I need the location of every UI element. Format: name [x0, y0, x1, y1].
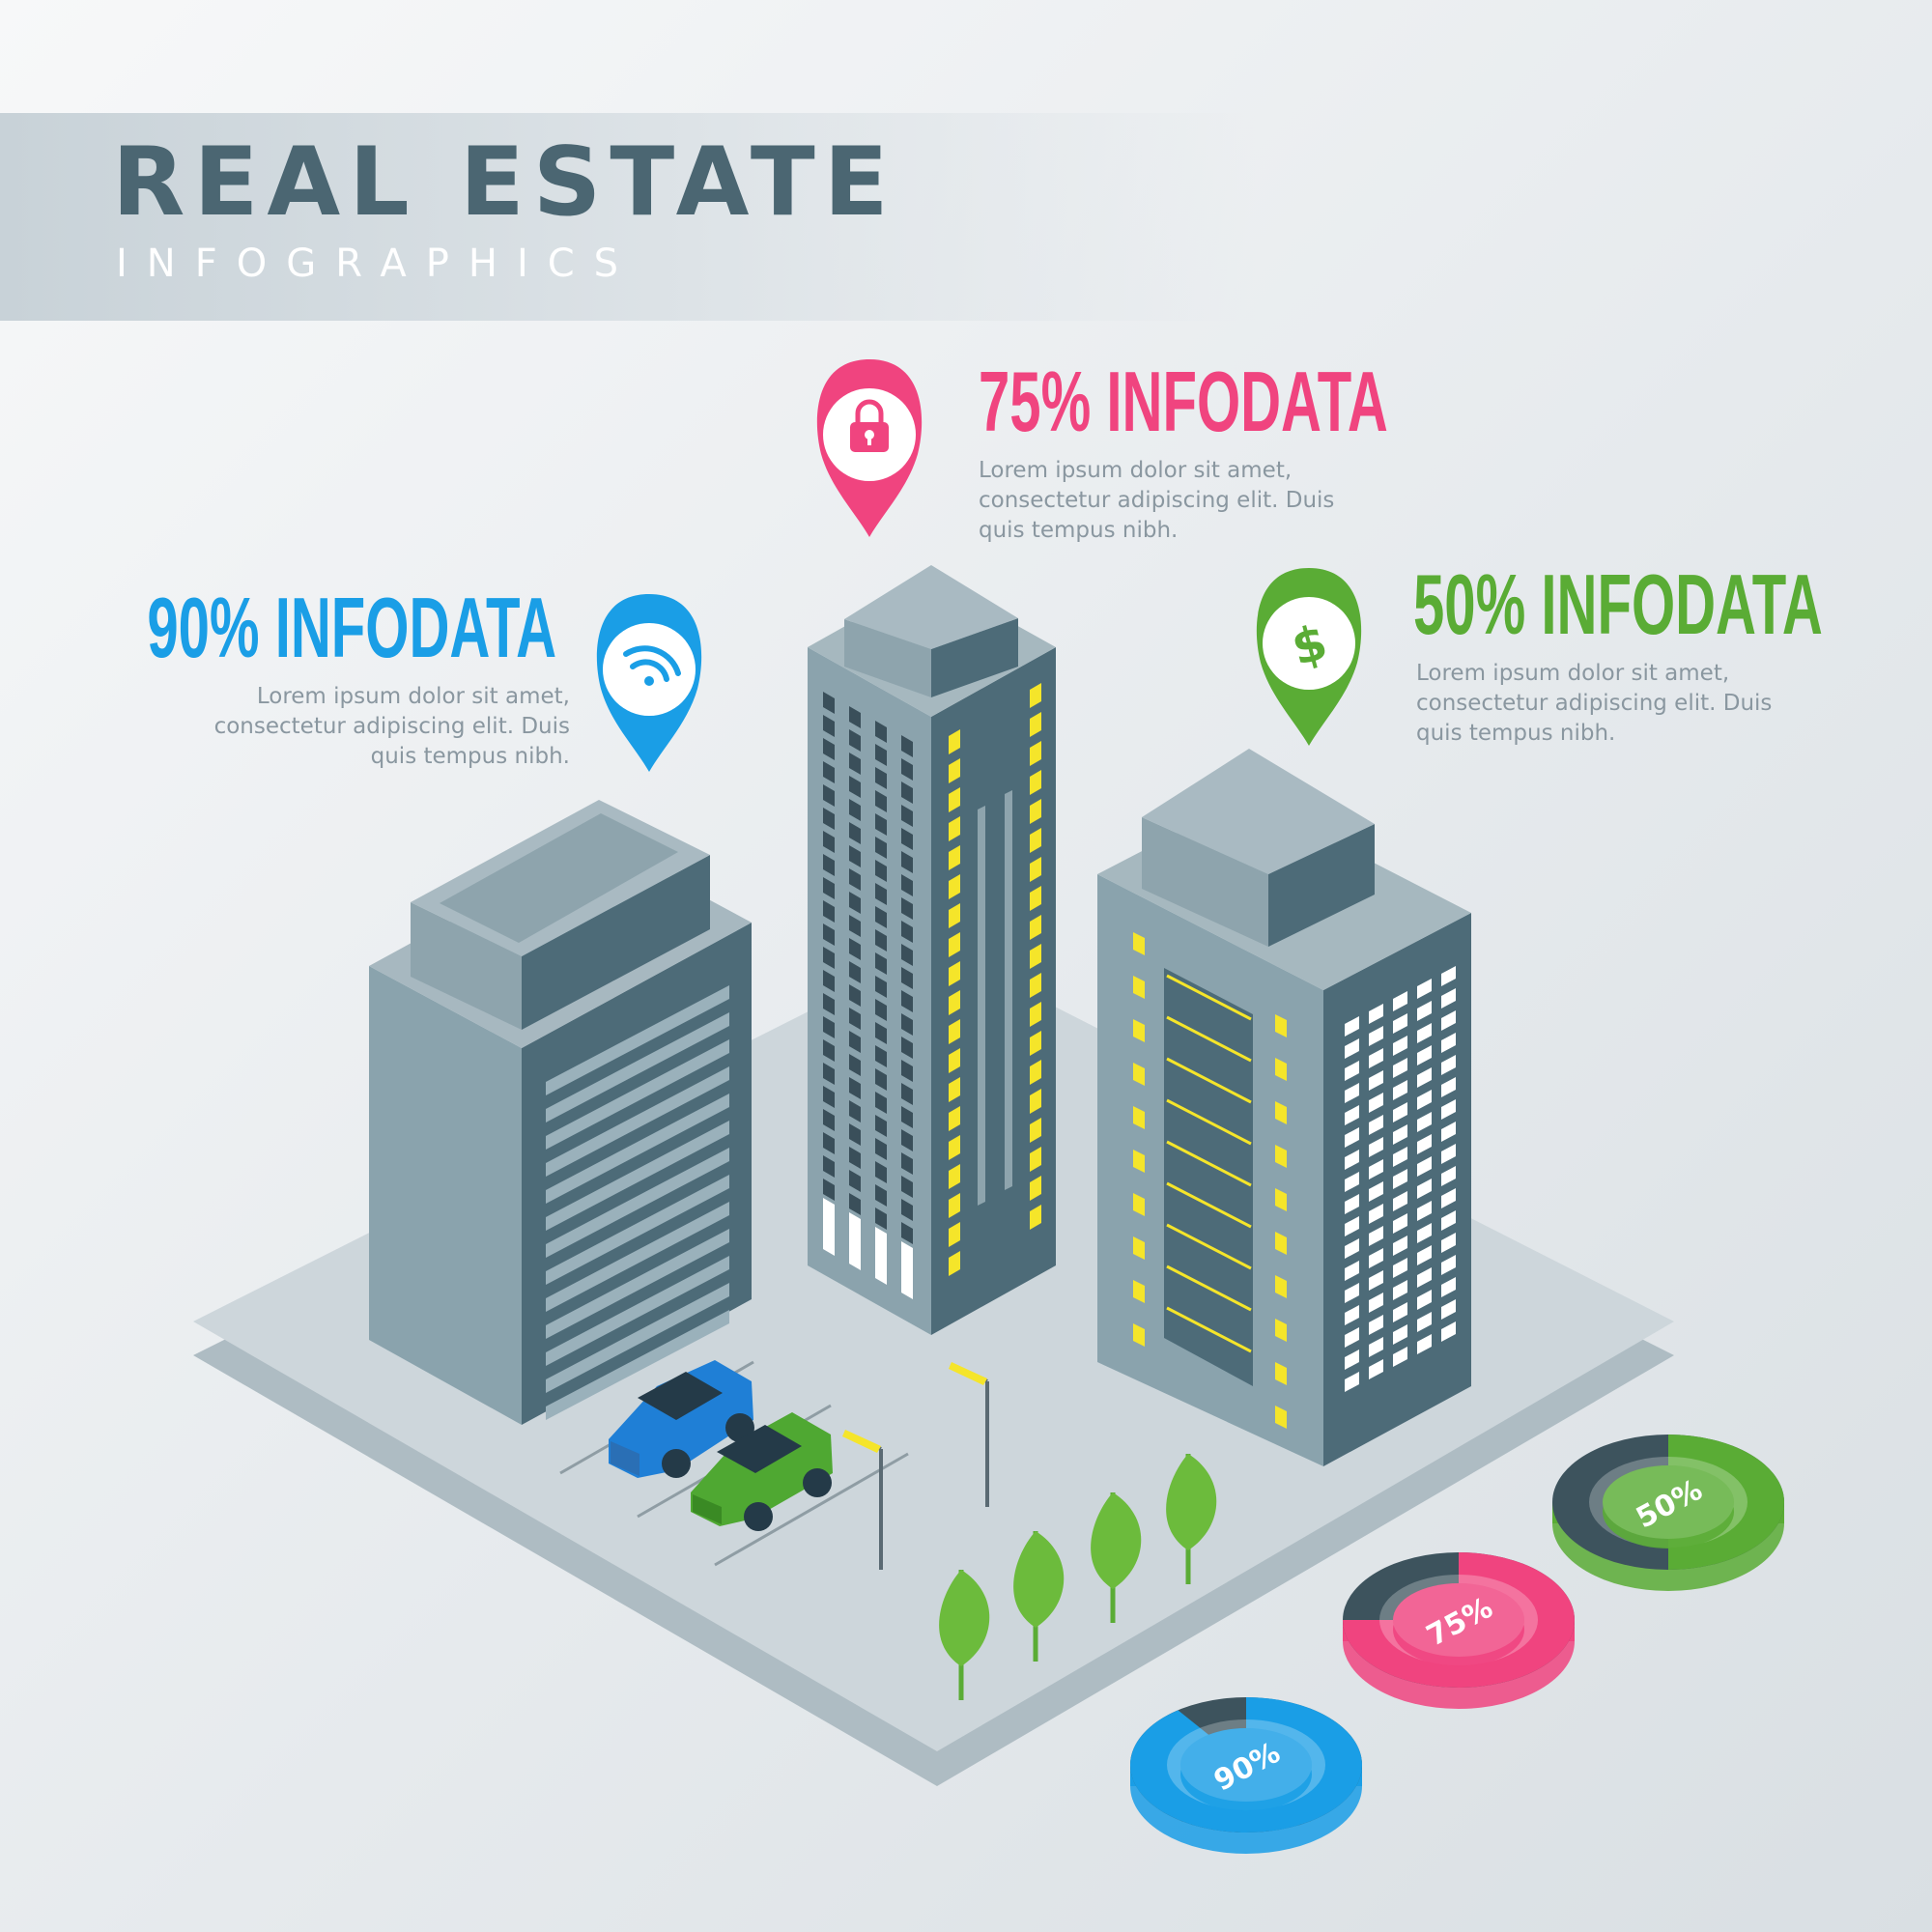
- ring-50: 50%: [1552, 1435, 1784, 1591]
- building-middle-windows: [823, 692, 913, 1244]
- building-left: [369, 800, 752, 1425]
- signal-icon: [623, 645, 681, 686]
- building-middle: [808, 565, 1056, 1335]
- percentage-rings: 90%75%50%: [1130, 1435, 1784, 1854]
- info-text-50: Lorem ipsum dolor sit amet, consectetur …: [1416, 661, 1773, 746]
- ring-90: 90%: [1130, 1697, 1363, 1854]
- lock-icon: [850, 399, 889, 452]
- info-title-75: 75% INFODATA: [979, 354, 1388, 449]
- page-title: REAL ESTATE: [112, 128, 897, 238]
- info-text-75: Lorem ipsum dolor sit amet, consectetur …: [979, 458, 1335, 543]
- ring-75: 75%: [1343, 1552, 1575, 1709]
- car-green: [691, 1412, 833, 1531]
- pin-dollar: [1256, 568, 1362, 746]
- info-title-90: 90% INFODATA: [147, 580, 556, 675]
- car-blue: [609, 1360, 754, 1478]
- building-middle-lights: [949, 683, 1041, 1276]
- trees: [939, 1454, 1217, 1700]
- building-left-stripes: [546, 985, 729, 1420]
- info-text-90: Lorem ipsum dolor sit amet, consectetur …: [213, 684, 570, 769]
- info-title-50: 50% INFODATA: [1413, 556, 1823, 652]
- street-lamp: [842, 1362, 989, 1570]
- header-band: [0, 113, 1256, 321]
- page-subtitle: INFOGRAPHICS: [116, 242, 639, 286]
- building-right: [1097, 749, 1471, 1466]
- building-right-windows: [1345, 966, 1456, 1392]
